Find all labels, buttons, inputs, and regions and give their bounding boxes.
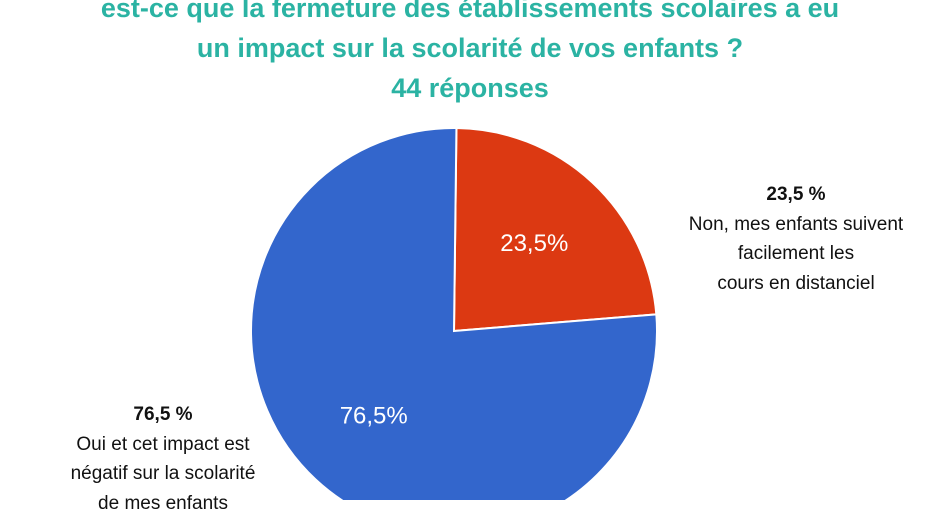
callout-oui: 76,5 % Oui et cet impact est négatif sur… [44, 400, 282, 518]
callout-non-text-3: cours en distanciel [670, 269, 922, 299]
callout-non-percentage: 23,5 % [670, 180, 922, 210]
callout-oui-percentage: 76,5 % [44, 400, 282, 430]
pie-slice-label-0: 23,5% [500, 230, 568, 257]
callout-oui-text-3: de mes enfants [44, 489, 282, 518]
callout-non-text-1: Non, mes enfants suivent [670, 210, 922, 240]
callout-oui-text-2: négatif sur la scolarité [44, 459, 282, 489]
callout-non-text-2: facilement les [670, 239, 922, 269]
callout-oui-text-1: Oui et cet impact est [44, 430, 282, 460]
pie-slice-label-1: 76,5% [340, 402, 408, 429]
callout-non: 23,5 % Non, mes enfants suivent facileme… [670, 180, 922, 298]
